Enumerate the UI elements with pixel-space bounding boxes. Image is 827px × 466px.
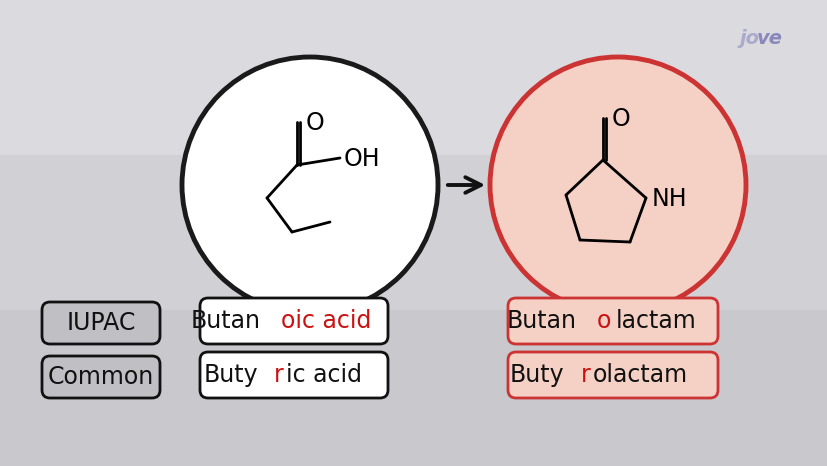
FancyBboxPatch shape	[42, 302, 160, 344]
Text: lactam: lactam	[614, 309, 696, 333]
FancyBboxPatch shape	[200, 298, 388, 344]
Text: IUPAC: IUPAC	[66, 311, 136, 335]
Text: o: o	[596, 309, 610, 333]
Bar	[0, 0, 827, 156]
Circle shape	[490, 57, 745, 313]
FancyBboxPatch shape	[200, 352, 388, 398]
Text: OH: OH	[343, 147, 380, 171]
Bar	[0, 155, 827, 311]
Bar	[0, 310, 827, 466]
Circle shape	[182, 57, 437, 313]
Text: Buty: Buty	[203, 363, 258, 387]
Text: O: O	[611, 107, 630, 131]
Text: jo: jo	[739, 28, 759, 48]
Text: r: r	[274, 363, 284, 387]
Text: ve: ve	[756, 28, 782, 48]
Text: olactam: olactam	[592, 363, 687, 387]
Text: O: O	[306, 111, 324, 135]
Text: NH: NH	[651, 187, 686, 211]
FancyBboxPatch shape	[42, 356, 160, 398]
Text: r: r	[580, 363, 590, 387]
Text: Butan: Butan	[506, 309, 576, 333]
FancyBboxPatch shape	[508, 352, 717, 398]
FancyBboxPatch shape	[508, 298, 717, 344]
Text: oic acid: oic acid	[280, 309, 370, 333]
Text: ic acid: ic acid	[286, 363, 362, 387]
Text: Buty: Buty	[509, 363, 564, 387]
Text: Butan: Butan	[190, 309, 261, 333]
Text: Common: Common	[48, 365, 154, 389]
